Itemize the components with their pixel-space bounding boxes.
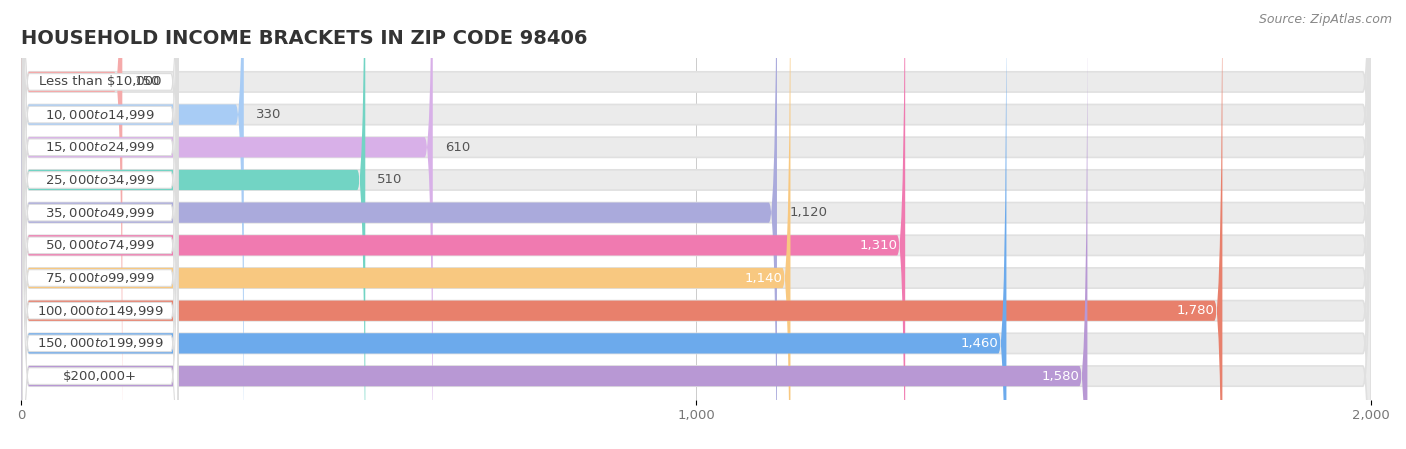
FancyBboxPatch shape xyxy=(22,0,177,449)
FancyBboxPatch shape xyxy=(22,0,177,401)
Text: $75,000 to $99,999: $75,000 to $99,999 xyxy=(45,271,155,285)
Text: 1,120: 1,120 xyxy=(789,206,827,219)
Text: 1,580: 1,580 xyxy=(1042,370,1080,383)
FancyBboxPatch shape xyxy=(21,0,1371,449)
FancyBboxPatch shape xyxy=(21,0,905,449)
FancyBboxPatch shape xyxy=(21,0,366,449)
FancyBboxPatch shape xyxy=(21,0,1371,449)
Text: HOUSEHOLD INCOME BRACKETS IN ZIP CODE 98406: HOUSEHOLD INCOME BRACKETS IN ZIP CODE 98… xyxy=(21,30,588,48)
FancyBboxPatch shape xyxy=(22,25,177,449)
Text: Less than $10,000: Less than $10,000 xyxy=(39,75,162,88)
FancyBboxPatch shape xyxy=(22,0,177,449)
FancyBboxPatch shape xyxy=(21,0,1087,449)
FancyBboxPatch shape xyxy=(21,0,243,449)
FancyBboxPatch shape xyxy=(22,0,177,449)
FancyBboxPatch shape xyxy=(21,0,1007,449)
FancyBboxPatch shape xyxy=(21,0,778,449)
FancyBboxPatch shape xyxy=(21,0,1371,449)
FancyBboxPatch shape xyxy=(21,0,1371,449)
Text: $15,000 to $24,999: $15,000 to $24,999 xyxy=(45,140,155,154)
Text: 1,780: 1,780 xyxy=(1177,304,1215,317)
FancyBboxPatch shape xyxy=(21,0,1371,449)
Text: $10,000 to $14,999: $10,000 to $14,999 xyxy=(45,108,155,122)
FancyBboxPatch shape xyxy=(21,0,790,449)
Text: 1,140: 1,140 xyxy=(745,272,782,285)
FancyBboxPatch shape xyxy=(21,0,1371,449)
FancyBboxPatch shape xyxy=(22,0,177,449)
Text: $35,000 to $49,999: $35,000 to $49,999 xyxy=(45,206,155,220)
Text: 1,460: 1,460 xyxy=(960,337,998,350)
Text: 1,310: 1,310 xyxy=(859,239,897,252)
FancyBboxPatch shape xyxy=(21,0,1371,449)
Text: $50,000 to $74,999: $50,000 to $74,999 xyxy=(45,238,155,252)
Text: 150: 150 xyxy=(135,75,160,88)
FancyBboxPatch shape xyxy=(22,57,177,449)
FancyBboxPatch shape xyxy=(21,0,1371,449)
FancyBboxPatch shape xyxy=(22,0,177,433)
FancyBboxPatch shape xyxy=(22,0,177,449)
FancyBboxPatch shape xyxy=(21,0,122,449)
FancyBboxPatch shape xyxy=(22,0,177,449)
Text: $100,000 to $149,999: $100,000 to $149,999 xyxy=(37,304,163,318)
Text: $200,000+: $200,000+ xyxy=(63,370,136,383)
Text: Source: ZipAtlas.com: Source: ZipAtlas.com xyxy=(1258,13,1392,26)
Text: $150,000 to $199,999: $150,000 to $199,999 xyxy=(37,336,163,350)
Text: 510: 510 xyxy=(377,173,402,186)
FancyBboxPatch shape xyxy=(21,0,1371,449)
Text: 330: 330 xyxy=(256,108,281,121)
Text: 610: 610 xyxy=(444,141,470,154)
FancyBboxPatch shape xyxy=(21,0,1371,449)
FancyBboxPatch shape xyxy=(21,0,1222,449)
Text: $25,000 to $34,999: $25,000 to $34,999 xyxy=(45,173,155,187)
FancyBboxPatch shape xyxy=(21,0,433,449)
